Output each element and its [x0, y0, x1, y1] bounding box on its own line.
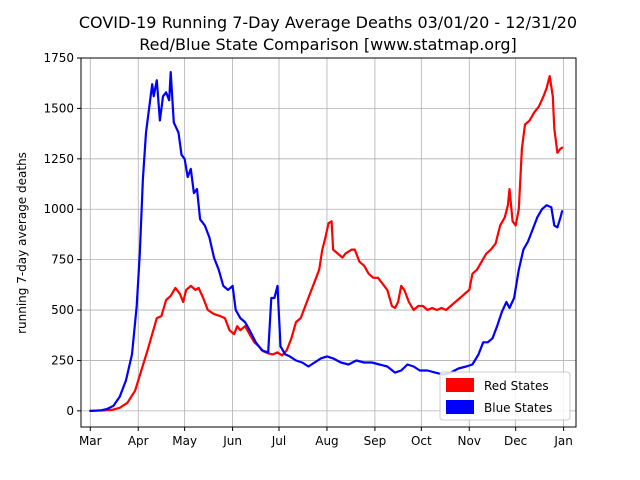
series-layer — [89, 70, 564, 412]
series-line-red-states — [89, 74, 564, 412]
y-tick-label: 250 — [51, 353, 74, 367]
x-tick-label: Apr — [128, 434, 149, 448]
x-tick-label: Jul — [271, 434, 286, 448]
legend-label-red-states: Red States — [484, 379, 549, 393]
y-tick-label: 1750 — [43, 51, 74, 65]
series-line-blue-states — [89, 70, 564, 412]
x-tick-label: Oct — [411, 434, 432, 448]
y-tick-label: 500 — [51, 303, 74, 317]
y-tick-label: 750 — [51, 253, 74, 267]
plot-frame — [80, 57, 577, 428]
legend-swatch-red-states — [446, 378, 474, 392]
y-tick-label: 1250 — [43, 152, 74, 166]
grid — [81, 57, 576, 427]
legend-swatch-blue-states — [446, 400, 474, 414]
legend: Red States Blue States — [439, 371, 571, 421]
y-tick-label: 1500 — [43, 101, 74, 115]
x-tick-label: Dec — [504, 434, 527, 448]
x-tick-label: May — [172, 434, 197, 448]
chart-title: COVID-19 Running 7-Day Average Deaths 03… — [79, 13, 577, 32]
x-tick-label: Nov — [458, 434, 481, 448]
legend-label-blue-states: Blue States — [484, 401, 552, 415]
x-tick-label: Jun — [222, 434, 242, 448]
y-axis: 0 250 500 750 1000 1250 1500 1750 — [43, 51, 81, 418]
x-tick-label: Jan — [553, 434, 573, 448]
x-axis: Mar Apr May Jun Jul Aug Sep Oct Nov Dec Jan — [79, 427, 573, 448]
chart-subtitle: Red/Blue State Comparison [www.statmap.o… — [139, 35, 517, 54]
x-tick-label: Mar — [79, 434, 102, 448]
y-axis-label: running 7-day average deaths — [15, 152, 29, 334]
x-tick-label: Aug — [315, 434, 338, 448]
x-tick-label: Sep — [364, 434, 387, 448]
y-tick-label: 1000 — [43, 202, 74, 216]
y-tick-label: 0 — [66, 404, 74, 418]
